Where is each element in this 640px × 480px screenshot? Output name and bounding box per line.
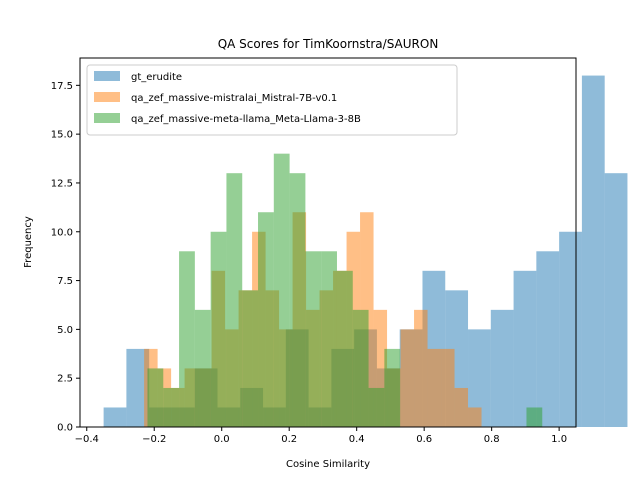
bar-series-3 xyxy=(210,231,227,427)
x-tick-label: 0.8 xyxy=(484,434,500,445)
y-axis-ticks: 0.0 2.5 5.0 7.5 10.0 12.5 15.0 17.5 xyxy=(51,81,80,434)
x-tick-label: −0.2 xyxy=(142,434,166,445)
x-tick-label: 0.0 xyxy=(214,434,230,445)
bar-series-3 xyxy=(384,348,401,427)
x-axis-label: Cosine Similarity xyxy=(286,459,370,470)
bar-series-2 xyxy=(414,309,428,427)
bar-series-3 xyxy=(321,251,337,427)
legend-label: gt_erudite xyxy=(131,72,182,83)
bar-series-1 xyxy=(513,270,537,427)
bar-series-3 xyxy=(368,387,385,427)
bar-series-3 xyxy=(526,407,543,427)
bar-series-1 xyxy=(604,173,628,427)
bar-series-2 xyxy=(427,348,442,427)
legend-swatch xyxy=(94,113,120,123)
x-axis-ticks: −0.4 −0.2 0.0 0.2 0.4 0.6 0.8 1.0 xyxy=(75,427,567,445)
legend: gt_erudite qa_zef_massive-mistralai_Mistr… xyxy=(86,64,458,136)
x-tick-label: 1.0 xyxy=(551,434,567,445)
legend-label: qa_zef_massive-meta-llama_Meta-Llama-3-8… xyxy=(131,114,361,125)
x-tick-label: 0.2 xyxy=(281,434,297,445)
legend-label: qa_zef_massive-mistralai_Mistral-7B-v0.1 xyxy=(131,93,337,104)
y-tick-label: 17.5 xyxy=(51,81,73,92)
bar-series-3 xyxy=(273,153,290,427)
bar-series-3 xyxy=(258,212,274,427)
y-tick-label: 10.0 xyxy=(51,227,73,238)
bar-series-2 xyxy=(468,407,482,427)
y-tick-label: 5.0 xyxy=(57,325,73,336)
legend-box xyxy=(86,64,458,136)
plot-frame xyxy=(79,57,577,428)
bar-series-1 xyxy=(581,75,605,428)
bar-series-3 xyxy=(194,309,211,427)
bar-series-1 xyxy=(126,348,150,427)
chart-title: QA Scores for TimKoornstra/SAURON xyxy=(218,37,439,51)
bar-series-2 xyxy=(441,348,455,427)
y-axis-label: Frequency xyxy=(23,216,34,268)
x-tick-label: −0.4 xyxy=(75,434,99,445)
y-tick-label: 2.5 xyxy=(57,374,73,385)
legend-swatch xyxy=(94,71,120,81)
bar-series-1 xyxy=(103,407,127,427)
bars-layer xyxy=(103,75,628,428)
y-tick-label: 12.5 xyxy=(51,178,73,189)
bar-series-3 xyxy=(352,309,369,427)
bar-series-1 xyxy=(490,309,514,427)
bar-series-3 xyxy=(242,290,259,427)
bar-series-3 xyxy=(336,270,353,427)
legend-swatch xyxy=(94,92,120,102)
y-tick-label: 7.5 xyxy=(57,276,73,287)
x-tick-label: 0.4 xyxy=(349,434,365,445)
bar-series-3 xyxy=(226,173,243,427)
bar-series-3 xyxy=(147,368,164,427)
bar-series-1 xyxy=(559,231,582,427)
bar-series-3 xyxy=(289,173,306,427)
bar-series-2 xyxy=(454,387,469,427)
bar-series-2 xyxy=(400,329,415,427)
bar-series-1 xyxy=(468,329,491,427)
x-tick-label: 0.6 xyxy=(416,434,432,445)
y-tick-label: 15.0 xyxy=(51,130,73,141)
bar-series-1 xyxy=(536,251,560,427)
bar-series-3 xyxy=(179,251,195,427)
y-tick-label: 0.0 xyxy=(57,423,73,434)
bar-series-3 xyxy=(305,251,322,427)
bar-series-3 xyxy=(163,387,180,427)
